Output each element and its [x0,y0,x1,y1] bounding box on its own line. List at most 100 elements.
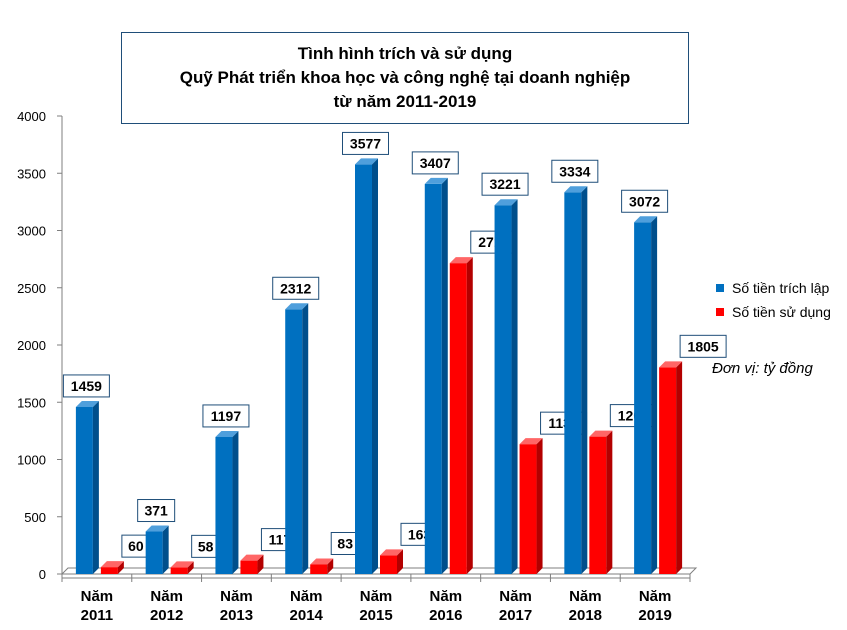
bar-top-series-1-3 [285,303,309,310]
x-tick-label: 2013 [220,607,253,624]
bar-top-series-2-5 [449,257,473,264]
bar-series-1-3 [285,309,303,574]
bar-series-2-0 [100,567,118,574]
bar-side-series-1-0 [92,400,99,574]
x-tick-label: 2017 [499,607,532,624]
data-label-box [202,404,250,428]
x-tick-label: Năm [569,588,602,605]
chart-title-line-3: từ năm 2011-2019 [333,92,477,111]
bar-side-series-1-1 [162,525,169,574]
bar-side-series-2-2 [257,554,264,574]
x-tick-label: 2019 [638,607,671,624]
x-tick-label: Năm [290,588,323,605]
bar-series-1-2 [215,436,233,574]
bar-side-series-1-8 [651,216,658,575]
data-label-box [621,189,669,213]
y-tick-label: 0 [39,567,46,582]
bar-top-series-2-4 [380,549,403,556]
bar-side-series-1-7 [581,186,588,574]
y-tick-label: 500 [24,510,46,525]
bar-series-2-8 [659,367,677,574]
legend-swatch-series-1 [716,284,724,292]
bar-top-series-1-1 [145,525,169,532]
data-label: 1459 [71,378,102,394]
bar-top-series-1-6 [494,199,518,206]
bar-series-1-0 [75,406,93,574]
bar-top-series-2-3 [310,558,334,565]
bar-series-2-2 [240,560,258,574]
data-label-box [137,499,176,523]
bar-series-1-6 [494,205,512,574]
bar-top-series-1-7 [564,186,588,193]
legend-label-series-1: Số tiền trích lập [732,280,830,296]
x-tick-label: Năm [220,588,253,605]
x-tick-label: 2016 [429,607,462,624]
bar-series-2-7 [589,436,607,574]
chart-title-line-2: Quỹ Phát triển khoa học và công nghệ tại… [179,68,631,87]
data-label: 60 [128,538,144,554]
data-label-box [679,334,727,358]
bar-top-series-1-4 [355,158,378,165]
y-tick-label: 1500 [17,395,46,410]
data-label: 3334 [559,163,590,179]
bar-series-2-6 [519,444,537,574]
bar-series-1-7 [564,192,582,574]
data-label: 3407 [420,155,451,171]
y-tick-label: 3500 [17,166,46,181]
bar-side-series-2-7 [606,430,613,574]
data-label: 58 [198,538,214,554]
bar-series-1-5 [424,183,442,574]
x-tick-label: Năm [81,588,114,605]
bar-side-series-1-5 [441,177,448,574]
bar-top-series-2-1 [170,561,194,568]
bar-side-series-1-6 [511,199,518,574]
data-label: 3072 [629,193,660,209]
bar-series-2-3 [310,564,328,574]
legend-item-series-2: Số tiền sử dụng [716,300,831,324]
y-tick-label: 2000 [17,338,46,353]
bar-series-2-1 [170,567,188,574]
data-label-box [551,159,599,183]
x-tick-label: Năm [499,588,532,605]
legend-item-series-1: Số tiền trích lập [716,276,831,300]
data-label-box [411,151,459,175]
bar-series-2-5 [449,263,467,574]
bar-side-series-1-2 [232,430,239,574]
bar-side-series-2-1 [187,561,194,574]
x-tick-label: Năm [430,588,463,605]
x-tick-label: Năm [150,588,183,605]
unit-note: Đơn vị: tỷ đồng [712,360,813,377]
data-label-box [62,374,110,398]
bar-side-series-2-0 [117,561,124,574]
data-label-box [481,172,529,196]
data-label-box [272,276,320,300]
bar-top-series-2-8 [659,361,683,368]
bar-series-1-8 [634,222,652,575]
data-label: 2312 [280,280,311,296]
x-tick-label: 2014 [290,607,324,624]
data-label: 3221 [489,176,520,192]
bar-side-series-2-6 [536,438,543,574]
bar-top-series-2-6 [519,438,543,445]
bar-top-series-1-5 [424,177,448,184]
legend-label-series-2: Số tiền sử dụng [732,304,831,320]
bar-side-series-1-3 [302,303,309,574]
bar-top-series-2-7 [589,430,613,437]
chart-title-box: Tình hình trích và sử dụng Quỹ Phát triể… [121,32,689,124]
bar-top-series-1-0 [75,400,99,407]
bar-top-series-1-2 [215,430,239,437]
y-tick-label: 1000 [17,453,46,468]
x-tick-label: 2012 [150,607,183,624]
bar-top-series-1-8 [634,216,658,223]
bar-series-1-4 [355,164,372,574]
chart-title-line-1: Tình hình trích và sử dụng [297,44,513,63]
x-tick-label: Năm [639,588,672,605]
bar-top-series-2-0 [100,561,124,568]
legend: Số tiền trích lập Số tiền sử dụng [716,276,831,324]
x-tick-label: 2018 [569,607,602,624]
bar-side-series-2-3 [327,558,334,574]
data-label: 83 [337,535,353,551]
bar-side-series-1-4 [372,158,378,574]
y-tick-label: 2500 [17,281,46,296]
